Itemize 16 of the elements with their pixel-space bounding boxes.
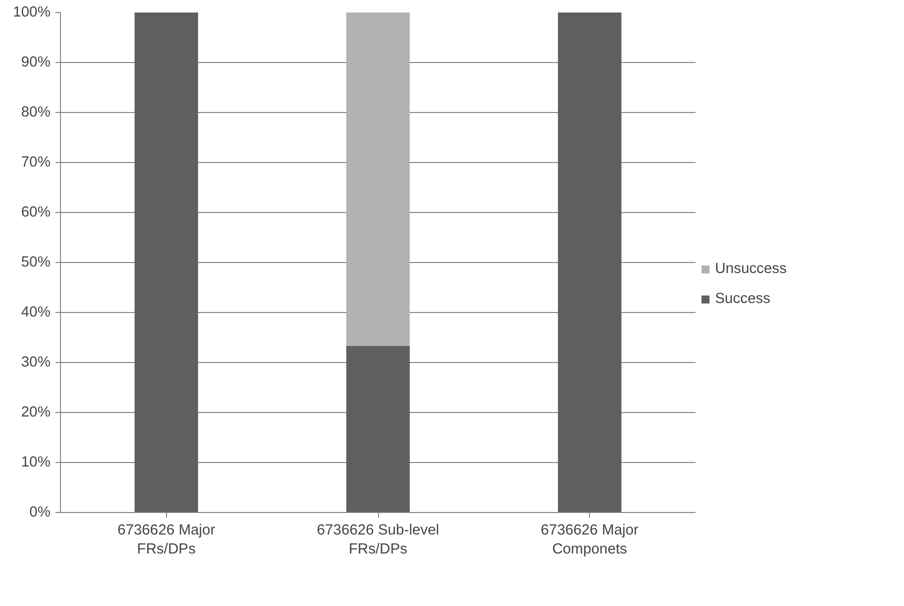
y-tick-label: 10% [21, 454, 51, 470]
y-tick-label: 0% [29, 504, 51, 520]
y-tick-label: 60% [21, 204, 51, 220]
x-tick-label: 6736626 Major FRs/DPs [117, 522, 216, 558]
x-tick-label: 6736626 Sub-level FRs/DPs [316, 522, 440, 558]
y-tick-label: 90% [21, 54, 51, 70]
x-tick-label: 6736626 Major Componets [540, 522, 639, 558]
y-tick-label: 50% [21, 254, 51, 270]
y-tick-label: 70% [21, 154, 51, 170]
legend-label: Success [715, 291, 770, 307]
y-tick-label: 30% [21, 354, 51, 370]
y-tick-label: 40% [21, 304, 51, 320]
legend-label: Unsuccess [715, 261, 787, 277]
y-tick-label: 20% [21, 404, 51, 420]
y-tick-label: 80% [21, 104, 51, 120]
y-tick-label: 100% [13, 4, 51, 20]
